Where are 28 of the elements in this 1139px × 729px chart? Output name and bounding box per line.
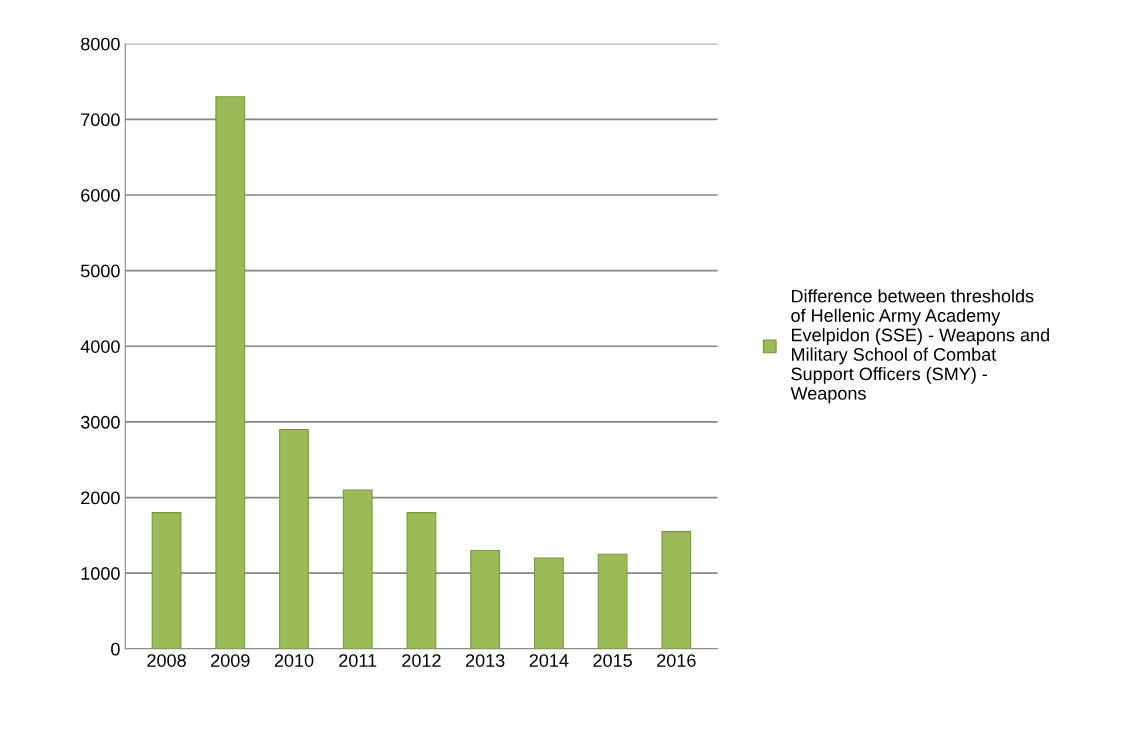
x-tick-label: 2013	[465, 654, 505, 667]
bar	[279, 428, 309, 649]
bar	[342, 489, 373, 649]
y-tick-label: 7000	[81, 113, 120, 127]
y-tick-label: 8000	[81, 37, 120, 51]
x-tick-label: 2014	[529, 654, 569, 667]
bar	[533, 557, 564, 649]
x-tick-label: 2009	[211, 654, 250, 667]
bar	[215, 96, 246, 649]
y-tick-label: 2000	[81, 491, 120, 505]
bar	[151, 512, 182, 649]
legend-label: Difference between thresholds of Hellenic Army Academy Evelpidon (SSE) - Weapons and Military School of Combat Support Officers (SMY) - Weapons	[790, 289, 1049, 404]
bar	[470, 549, 501, 649]
y-tick-label: 3000	[80, 415, 120, 429]
y-tick-label: 4000	[80, 340, 120, 353]
bar	[661, 531, 692, 649]
y-tick-label: 1000	[81, 567, 120, 580]
y-tick-label: 5000	[80, 264, 120, 278]
y-tick-label: 6000	[81, 188, 120, 202]
x-tick-label: 2015	[593, 654, 632, 667]
bar	[406, 512, 437, 649]
x-tick-label: 2016	[657, 654, 696, 667]
x-tick-label: 2008	[147, 654, 186, 667]
x-tick-label: 2011	[339, 654, 377, 667]
bar	[597, 553, 628, 649]
x-tick-label: 2010	[274, 654, 314, 667]
y-tick-label: 0	[111, 642, 120, 656]
x-tick-label: 2012	[402, 654, 441, 667]
